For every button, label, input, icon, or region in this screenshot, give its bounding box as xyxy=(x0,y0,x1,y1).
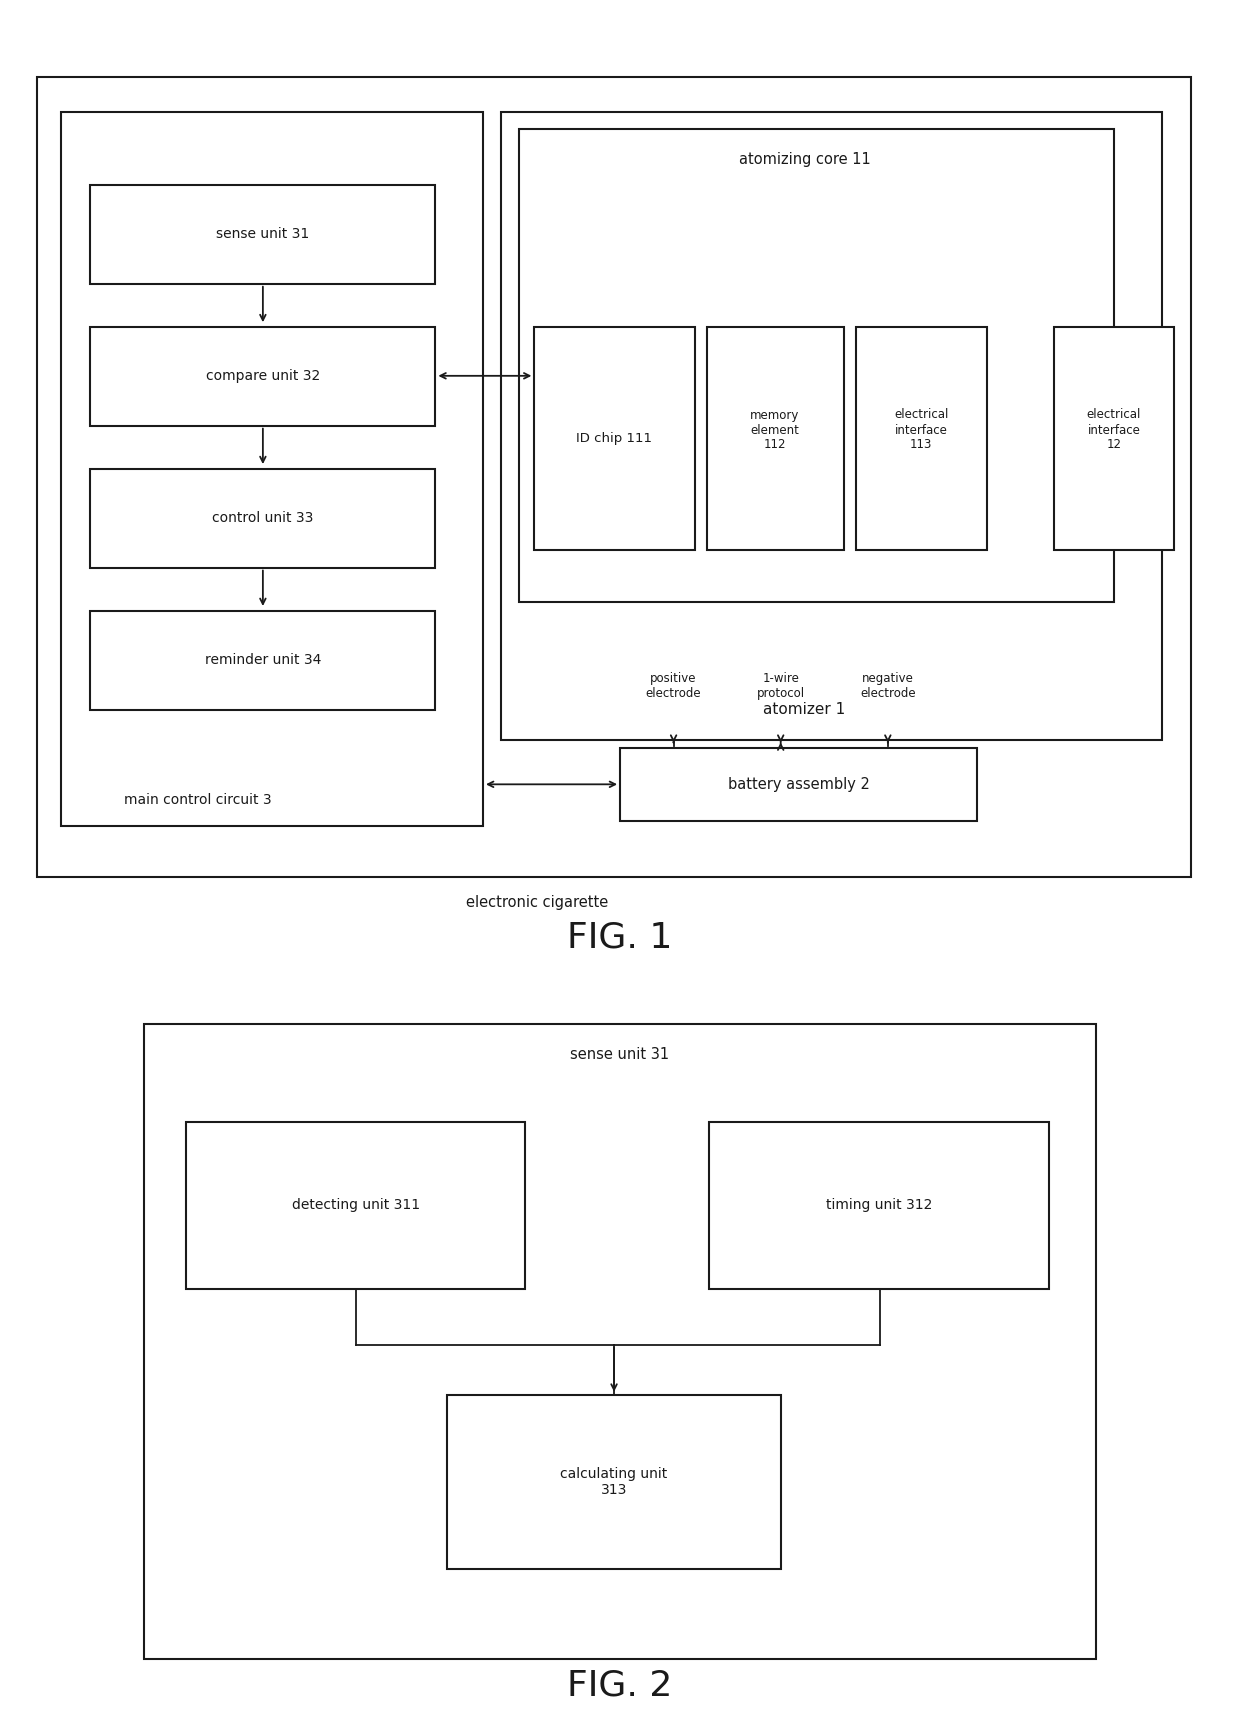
Bar xyxy=(1054,327,1173,550)
Bar xyxy=(518,129,1114,602)
Text: ID chip 111: ID chip 111 xyxy=(577,432,652,445)
Bar xyxy=(709,1121,1049,1288)
Text: reminder unit 34: reminder unit 34 xyxy=(205,652,321,667)
Text: battery assembly 2: battery assembly 2 xyxy=(728,777,869,791)
Bar xyxy=(448,1395,781,1569)
Bar xyxy=(186,1121,525,1288)
Text: atomizing core 11: atomizing core 11 xyxy=(739,151,870,167)
Text: electrical
interface
12: electrical interface 12 xyxy=(1086,409,1141,451)
Bar xyxy=(144,1023,1096,1660)
Text: calculating unit
313: calculating unit 313 xyxy=(560,1467,667,1496)
Bar xyxy=(856,327,987,550)
Text: compare unit 32: compare unit 32 xyxy=(206,368,320,384)
Text: electronic cigarette: electronic cigarette xyxy=(465,896,608,910)
Bar xyxy=(501,112,1162,740)
Text: FIG. 2: FIG. 2 xyxy=(568,1668,672,1703)
Text: main control circuit 3: main control circuit 3 xyxy=(124,793,272,807)
Text: sense unit 31: sense unit 31 xyxy=(570,1046,670,1061)
Bar xyxy=(91,611,435,709)
Text: negative
electrode: negative electrode xyxy=(861,673,915,700)
Text: control unit 33: control unit 33 xyxy=(212,511,314,525)
Text: detecting unit 311: detecting unit 311 xyxy=(291,1199,420,1213)
Text: FIG. 1: FIG. 1 xyxy=(568,920,672,955)
Bar xyxy=(620,748,977,822)
Text: sense unit 31: sense unit 31 xyxy=(216,227,310,241)
Bar xyxy=(534,327,694,550)
Text: atomizer 1: atomizer 1 xyxy=(764,702,846,717)
Bar xyxy=(91,186,435,284)
Bar xyxy=(91,468,435,568)
Text: memory
element
112: memory element 112 xyxy=(750,409,800,451)
Text: electrical
interface
113: electrical interface 113 xyxy=(894,409,949,451)
Text: positive
electrode: positive electrode xyxy=(646,673,702,700)
Text: 1-wire
protocol: 1-wire protocol xyxy=(756,673,805,700)
Bar xyxy=(91,327,435,427)
Bar xyxy=(707,327,843,550)
Bar xyxy=(61,112,484,826)
Text: timing unit 312: timing unit 312 xyxy=(826,1199,932,1213)
